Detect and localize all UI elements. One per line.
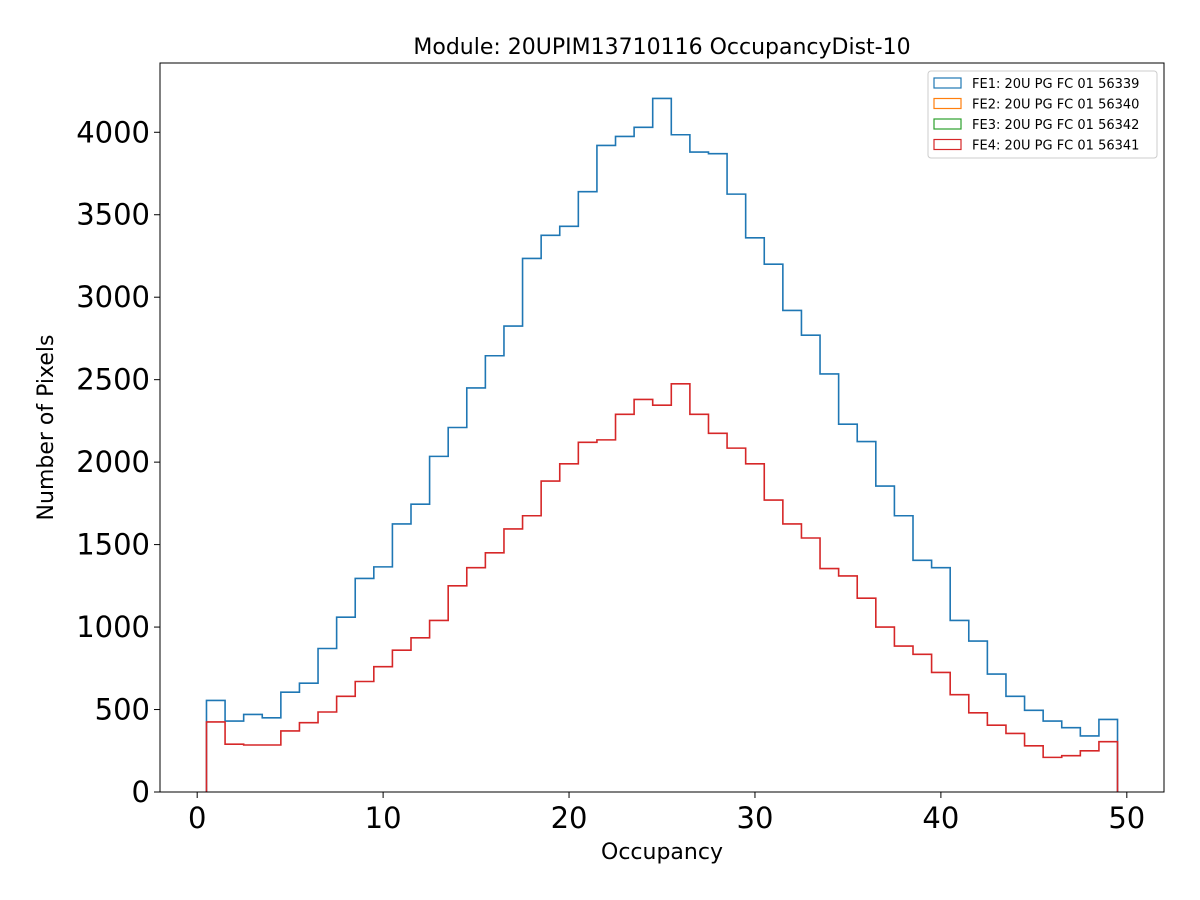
legend-entry: FE3: 20U PG FC 01 56342	[972, 118, 1139, 133]
legend: FE1: 20U PG FC 01 56339 FE2: 20U PG FC 01…	[927, 70, 1158, 159]
legend-swatch	[933, 77, 962, 89]
legend-entry: FE2: 20U PG FC 01 56340	[972, 98, 1139, 113]
series-1-histogram	[205, 97, 1119, 792]
y-axis: 0 500 1000 1500 2000 2500 3000 3500 4000	[76, 115, 160, 809]
plot-area	[159, 62, 1165, 793]
legend-swatch	[933, 138, 962, 151]
legend-box	[927, 70, 1158, 159]
chart-title: Module: 20UPIM13710116 OccupancyDist-10	[413, 35, 910, 60]
y-tick-label: 0	[132, 775, 150, 809]
series-4-histogram	[205, 382, 1119, 792]
y-tick-label: 500	[95, 693, 150, 727]
legend-swatch	[933, 118, 962, 130]
y-tick-label: 2500	[76, 363, 150, 397]
y-tick-label: 3500	[76, 198, 150, 232]
x-tick-label: 50	[1108, 801, 1145, 835]
x-axis: 0 10 20 30 40 50	[188, 792, 1145, 835]
plot-frame	[159, 62, 1165, 793]
x-tick-label: 10	[365, 801, 402, 835]
y-tick-label: 2000	[76, 445, 150, 479]
legend-entry: FE1: 20U PG FC 01 56339	[972, 77, 1139, 92]
y-tick-label: 3000	[76, 280, 150, 314]
x-tick-label: 0	[188, 801, 206, 835]
legend-entry: FE4: 20U PG FC 01 56341	[972, 139, 1139, 154]
x-tick-label: 20	[551, 801, 588, 835]
x-axis-label: Occupancy	[601, 840, 723, 865]
legend-swatch	[933, 97, 962, 110]
x-tick-label: 40	[922, 801, 959, 835]
x-tick-label: 30	[737, 801, 774, 835]
y-axis-label: Number of Pixels	[34, 335, 59, 521]
y-tick-label: 1000	[76, 610, 150, 644]
y-tick-label: 4000	[76, 115, 150, 149]
y-tick-label: 1500	[76, 528, 150, 562]
